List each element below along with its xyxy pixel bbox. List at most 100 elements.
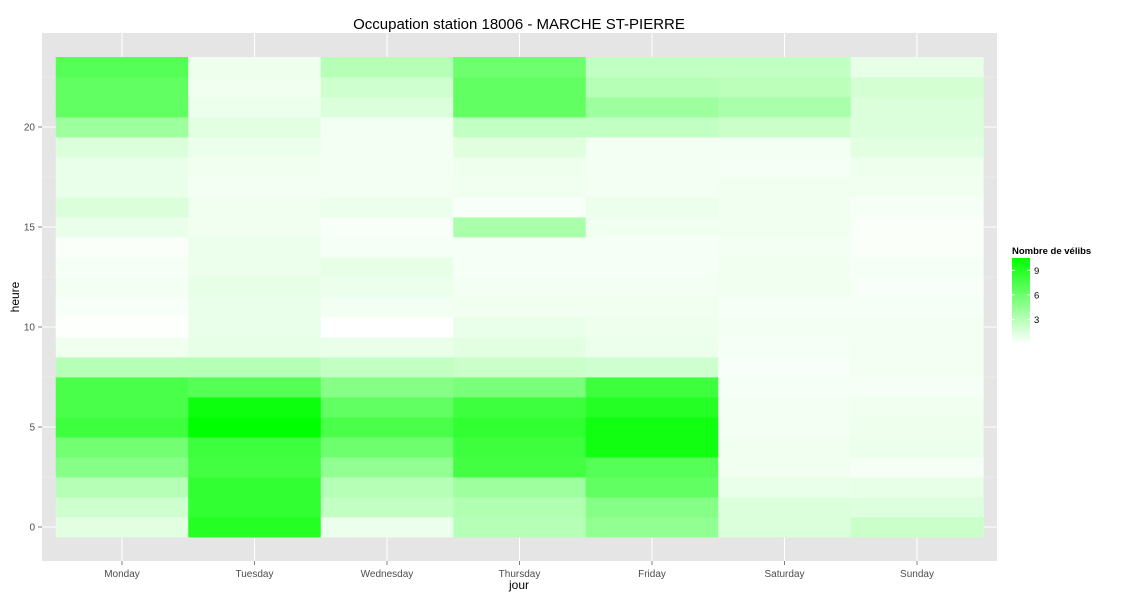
heatmap-tile [585, 237, 719, 258]
legend-tick-label: 6 [1034, 290, 1039, 301]
heatmap-tile [718, 417, 852, 438]
heatmap-tile [453, 317, 587, 338]
heatmap-tile [320, 497, 454, 518]
legend-ticks: 3 6 9 [1012, 266, 1039, 326]
heatmap-tile [585, 57, 719, 78]
heatmap-tile [453, 217, 587, 238]
heatmap-tile [188, 257, 322, 278]
heatmap-tile [188, 97, 322, 118]
heatmap-tile [55, 277, 189, 298]
heatmap-tile [850, 457, 984, 478]
heatmap-tile [453, 57, 587, 78]
heatmap-tile [55, 357, 189, 378]
heatmap-tile [55, 57, 189, 78]
heatmap-tile [718, 477, 852, 498]
heatmap-tile [188, 397, 322, 418]
heatmap-tile [453, 277, 587, 298]
heatmap-tile [850, 417, 984, 438]
heatmap-tile [320, 477, 454, 498]
heatmap-tile [718, 117, 852, 138]
x-tick-label: Monday [104, 569, 140, 580]
heatmap-tile [188, 357, 322, 378]
heatmap-tile [188, 177, 322, 198]
heatmap-tile [850, 377, 984, 398]
heatmap-tile [55, 377, 189, 398]
heatmap-tile [55, 317, 189, 338]
y-tick-label: 20 [24, 123, 36, 134]
heatmap-tile [453, 357, 587, 378]
heatmap-tile [718, 157, 852, 178]
y-tick-label: 15 [24, 223, 36, 234]
heatmap-tile [320, 417, 454, 438]
heatmap-tile [55, 197, 189, 218]
heatmap-tile [188, 117, 322, 138]
heatmap-tile [453, 477, 587, 498]
heatmap-tile [320, 517, 454, 538]
heatmap-tile [850, 197, 984, 218]
x-tick-label: Wednesday [361, 569, 414, 580]
legend-tick-label: 3 [1034, 315, 1039, 326]
heatmap-tile [718, 337, 852, 358]
heatmap-tile [188, 57, 322, 78]
x-tick-label: Tuesday [236, 569, 274, 580]
heatmap-tile [585, 177, 719, 198]
x-axis-title: jour [508, 578, 529, 592]
heatmap-tile [850, 257, 984, 278]
heatmap-tile [320, 317, 454, 338]
heatmap-tile [188, 317, 322, 338]
heatmap-tile [320, 397, 454, 418]
heatmap-tile [718, 317, 852, 338]
heatmap-tile [718, 57, 852, 78]
heatmap-tile [188, 337, 322, 358]
heatmap-tile [718, 217, 852, 238]
heatmap-tile [850, 477, 984, 498]
heatmap-tile [320, 237, 454, 258]
heatmap-tile [585, 457, 719, 478]
heatmap-tile [585, 477, 719, 498]
heatmap-tile [55, 137, 189, 158]
heatmap-tile [320, 77, 454, 98]
heatmap-tile [320, 257, 454, 278]
heatmap-tile [188, 297, 322, 318]
heatmap-tile [55, 97, 189, 118]
heatmap-tile [850, 517, 984, 538]
heatmap-tile [453, 377, 587, 398]
heatmap-tile [453, 197, 587, 218]
heatmap-tile [718, 377, 852, 398]
heatmap-tile [188, 417, 322, 438]
heatmap-tile [55, 397, 189, 418]
heatmap-tile [585, 297, 719, 318]
heatmap-tile [453, 257, 587, 278]
heatmap-tile [188, 157, 322, 178]
heatmap-tile [320, 377, 454, 398]
heatmap-tile [585, 317, 719, 338]
heatmap-tile [850, 177, 984, 198]
heatmap-tile [55, 217, 189, 238]
heatmap-tile [850, 237, 984, 258]
heatmap-tile [585, 357, 719, 378]
heatmap-tile [320, 277, 454, 298]
heatmap-tile [320, 157, 454, 178]
x-axis: Monday Tuesday Wednesday Thursday Friday Satu… [104, 561, 934, 580]
heatmap-tile [320, 337, 454, 358]
x-tick-label: Friday [638, 569, 666, 580]
legend: Nombre de vélibs 3 6 9 [1012, 246, 1091, 344]
heatmap-tile [320, 217, 454, 238]
legend-colorbar [1012, 258, 1030, 344]
heatmap-tile [850, 297, 984, 318]
heatmap-tiles [55, 57, 984, 538]
heatmap-tile [453, 397, 587, 418]
heatmap-tile [585, 257, 719, 278]
heatmap-tile [320, 297, 454, 318]
heatmap-tile [718, 237, 852, 258]
heatmap-tile [585, 377, 719, 398]
heatmap-tile [320, 357, 454, 378]
heatmap-tile [585, 217, 719, 238]
heatmap-tile [320, 137, 454, 158]
heatmap-tile [453, 137, 587, 158]
heatmap-tile [453, 97, 587, 118]
heatmap-tile [718, 437, 852, 458]
heatmap-tile [320, 437, 454, 458]
heatmap-tile [850, 217, 984, 238]
heatmap-tile [55, 497, 189, 518]
